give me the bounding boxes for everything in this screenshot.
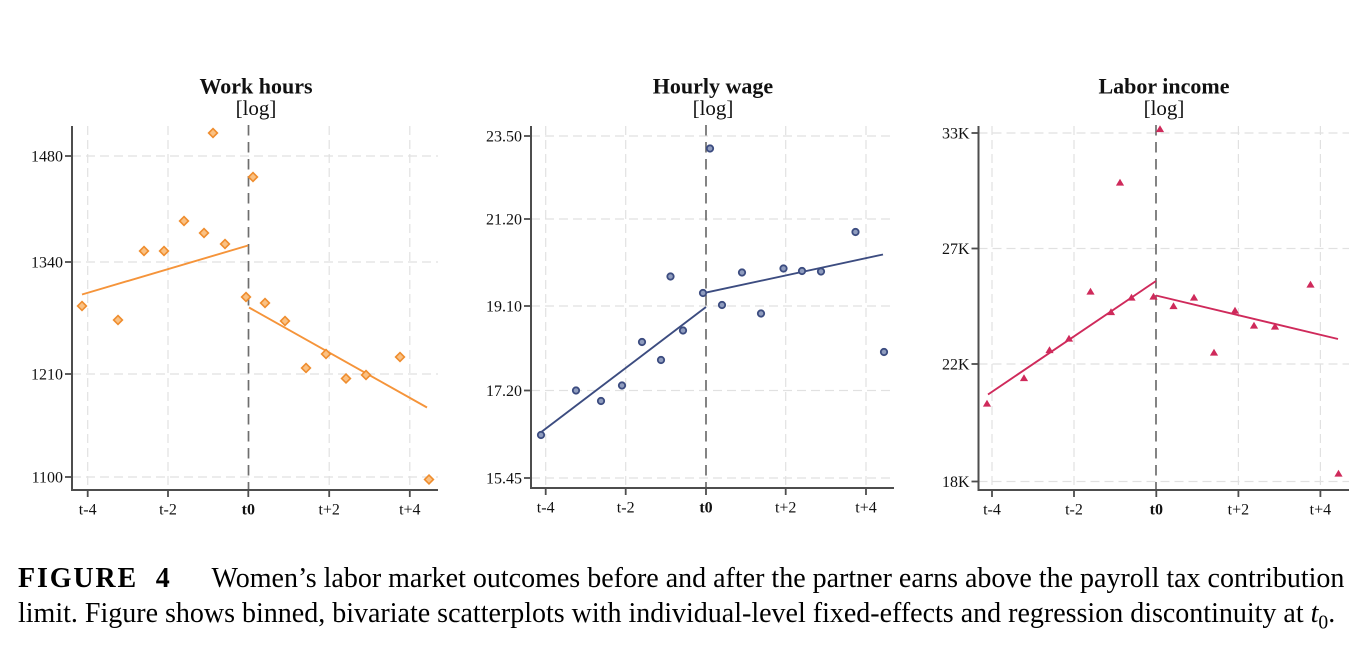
svg-text:t-2: t-2	[617, 500, 635, 517]
svg-text:21.20: 21.20	[486, 212, 522, 229]
svg-text:Work hours: Work hours	[199, 74, 313, 99]
svg-text:t+4: t+4	[855, 500, 876, 517]
svg-text:t-4: t-4	[79, 502, 97, 519]
svg-text:19.10: 19.10	[486, 299, 522, 316]
svg-text:17.20: 17.20	[486, 383, 522, 400]
svg-text:t-4: t-4	[537, 500, 555, 517]
svg-text:t-4: t-4	[983, 502, 1001, 519]
svg-text:t0: t0	[699, 500, 712, 517]
svg-text:t+4: t+4	[1310, 502, 1331, 519]
svg-text:Hourly wage: Hourly wage	[653, 74, 774, 99]
svg-text:1100: 1100	[32, 470, 63, 487]
svg-text:1210: 1210	[31, 367, 63, 384]
svg-text:1480: 1480	[31, 149, 63, 166]
svg-text:18K: 18K	[942, 474, 970, 491]
svg-text:t+4: t+4	[399, 502, 420, 519]
svg-text:t+2: t+2	[775, 500, 796, 517]
svg-text:15.45: 15.45	[486, 471, 522, 488]
svg-text:1340: 1340	[31, 255, 63, 272]
svg-text:27K: 27K	[942, 241, 970, 258]
svg-text:22K: 22K	[942, 357, 970, 374]
svg-text:t0: t0	[242, 502, 255, 519]
svg-text:Labor income: Labor income	[1099, 74, 1230, 99]
svg-text:t-2: t-2	[1065, 502, 1083, 519]
svg-text:t+2: t+2	[1228, 502, 1249, 519]
svg-text:t-2: t-2	[159, 502, 177, 519]
svg-text:t0: t0	[1150, 502, 1163, 519]
svg-text:[log]: [log]	[693, 96, 734, 120]
svg-text:23.50: 23.50	[486, 129, 522, 146]
svg-text:[log]: [log]	[1144, 96, 1185, 120]
svg-text:33K: 33K	[942, 126, 970, 143]
svg-text:t+2: t+2	[318, 502, 339, 519]
svg-text:[log]: [log]	[236, 96, 277, 120]
